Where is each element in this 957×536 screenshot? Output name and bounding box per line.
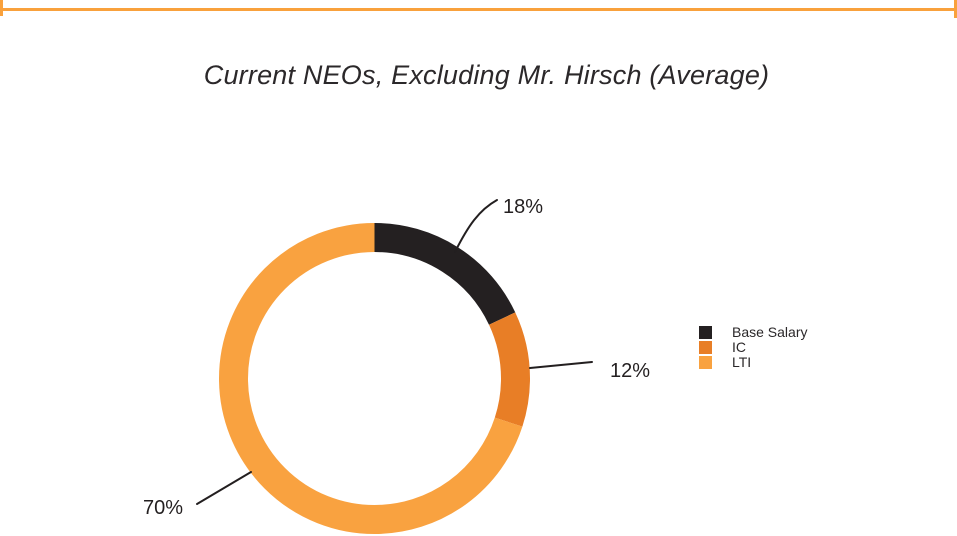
top-border-line [2, 8, 955, 11]
slice-label-lti: 70% [143, 497, 184, 519]
legend-label-lti: LTI [732, 354, 752, 370]
legend-label-ic: IC [732, 339, 746, 355]
slice-label-ic: 12% [610, 360, 651, 382]
donut-slice-lti [219, 223, 530, 534]
legend-item-ic: IC [699, 339, 807, 355]
legend-swatch-lti [699, 356, 712, 369]
slice-label-base-salary: 18% [503, 196, 544, 218]
legend-swatch-base-salary [699, 326, 712, 339]
top-border-right-stub [954, 0, 957, 18]
legend-label-base-salary: Base Salary [732, 324, 808, 340]
chart-title: Current NEOs, Excluding Mr. Hirsch (Aver… [203, 60, 770, 90]
legend-item-lti: LTI [699, 354, 807, 370]
chart-legend: Base Salary IC LTI [699, 324, 808, 370]
leader-line-base-salary [454, 199, 498, 253]
legend-swatch-ic [699, 341, 712, 354]
donut-slices-group [219, 223, 530, 534]
leader-line-ic [529, 361, 593, 369]
legend-item-base-salary: Base Salary [699, 324, 808, 340]
leader-line-lti [196, 471, 252, 505]
top-border-left-stub [0, 0, 3, 16]
donut-slice-ic [219, 223, 530, 534]
